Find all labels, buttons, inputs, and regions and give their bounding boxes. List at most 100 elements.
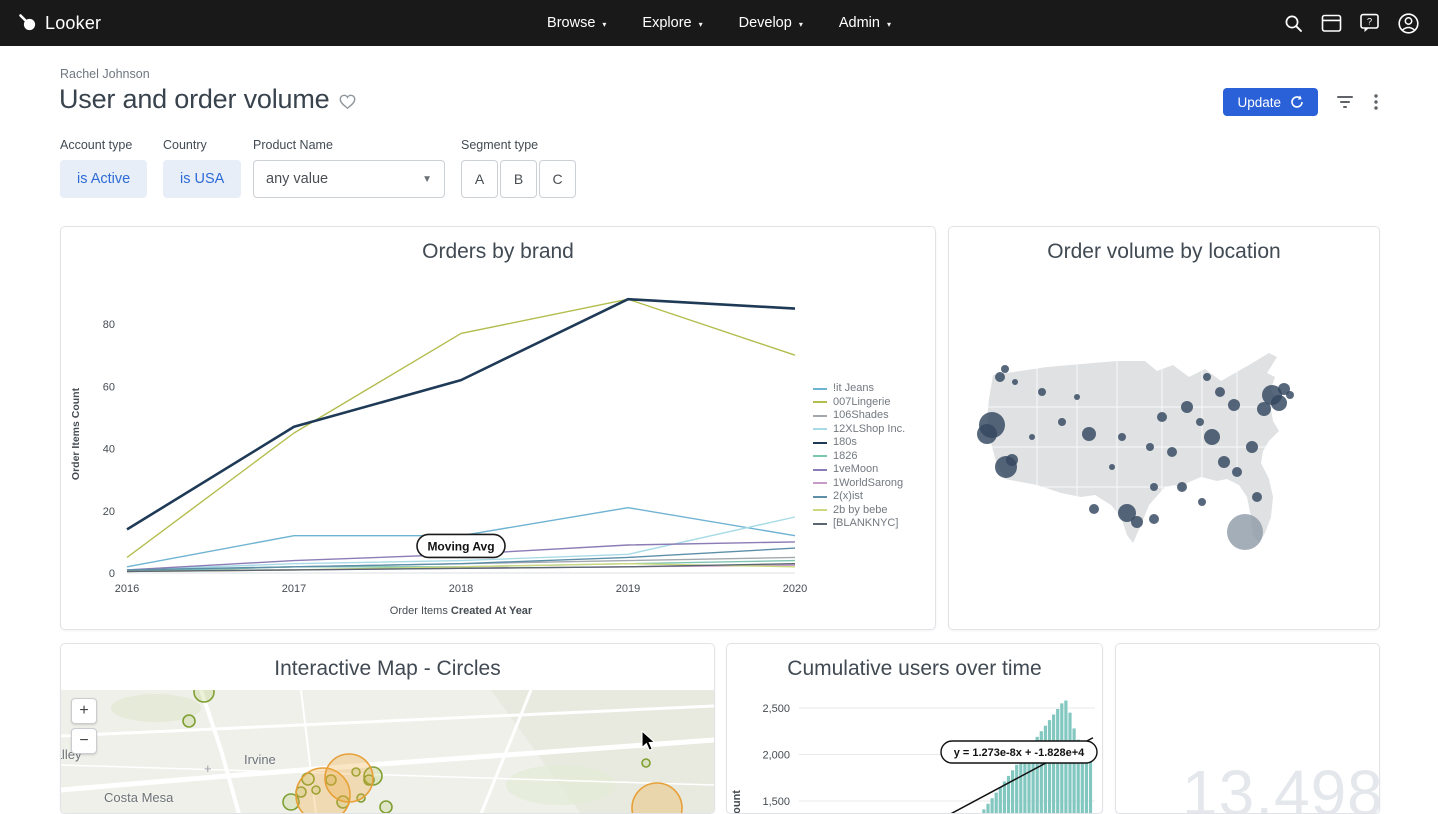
nav-item-browse[interactable]: Browse ▾ xyxy=(547,15,606,31)
series-line-2-x-ist[interactable] xyxy=(126,547,796,571)
location-bubble[interactable] xyxy=(1109,464,1115,470)
location-bubble[interactable] xyxy=(1228,399,1240,411)
location-bubble[interactable] xyxy=(1286,391,1294,399)
series-line-blanknyc[interactable] xyxy=(126,562,796,573)
bar[interactable] xyxy=(1088,753,1093,814)
location-bubble[interactable] xyxy=(1131,516,1143,528)
segment-button-a[interactable]: A xyxy=(461,160,498,198)
map-data-circle-green[interactable] xyxy=(282,793,300,811)
bar[interactable] xyxy=(1084,750,1088,814)
looker-brand[interactable]: Looker xyxy=(18,13,101,34)
bar[interactable] xyxy=(1031,742,1035,814)
location-bubble[interactable] xyxy=(1215,387,1225,397)
map-data-circle-green[interactable] xyxy=(325,774,337,786)
legend-item-180s[interactable]: 180s xyxy=(813,437,931,448)
series-line-180s[interactable] xyxy=(126,297,796,531)
location-bubble[interactable] xyxy=(1038,388,1046,396)
bar[interactable] xyxy=(1072,728,1076,814)
bar[interactable] xyxy=(1043,725,1047,814)
filter-chip-country[interactable]: is USA xyxy=(163,160,242,198)
legend-item-007lingerie[interactable]: 007Lingerie xyxy=(813,396,931,408)
map-data-circle-green[interactable] xyxy=(641,758,651,768)
bar[interactable] xyxy=(1006,775,1011,814)
bar[interactable] xyxy=(1019,759,1023,814)
favorite-heart-icon[interactable] xyxy=(339,94,356,110)
bar[interactable] xyxy=(1027,747,1031,814)
search-icon[interactable] xyxy=(1283,13,1304,34)
dashboard-filters-icon[interactable] xyxy=(1334,93,1356,111)
segment-button-c[interactable]: C xyxy=(539,160,576,198)
legend-item-1vemoon[interactable]: 1veMoon xyxy=(813,464,931,475)
segment-button-b[interactable]: B xyxy=(500,160,537,198)
location-bubble[interactable] xyxy=(1196,418,1204,426)
map-data-circle-orange[interactable] xyxy=(324,753,374,803)
location-bubble[interactable] xyxy=(1029,434,1035,440)
legend-item-it-jeans[interactable]: !it Jeans xyxy=(813,383,931,394)
bar[interactable] xyxy=(994,792,998,814)
product-name-dropdown[interactable]: any value ▼ xyxy=(253,160,445,198)
location-bubble[interactable] xyxy=(1006,454,1018,466)
location-bubble[interactable] xyxy=(1167,447,1177,457)
map-data-circle-green[interactable] xyxy=(311,785,321,795)
dashboards-icon[interactable] xyxy=(1321,14,1342,33)
nav-item-explore[interactable]: Explore ▾ xyxy=(642,15,702,31)
legend-item-106shades[interactable]: 106Shades xyxy=(813,410,931,421)
location-bubble[interactable] xyxy=(1177,482,1187,492)
interactive-map[interactable]: Irvine Costa Mesa Valley + + − xyxy=(61,690,714,814)
map-data-circle-orange[interactable] xyxy=(631,782,683,814)
location-bubble[interactable] xyxy=(1074,394,1080,400)
location-bubble[interactable] xyxy=(1198,498,1206,506)
map-data-circle-orange[interactable] xyxy=(295,767,351,814)
bar[interactable] xyxy=(1076,739,1080,814)
map-data-circle-green[interactable] xyxy=(182,714,196,728)
location-bubble[interactable] xyxy=(1246,441,1258,453)
location-bubble[interactable] xyxy=(1012,379,1018,385)
bar[interactable] xyxy=(982,809,986,814)
map-data-circle-green[interactable] xyxy=(363,774,375,786)
filter-chip-account-type[interactable]: is Active xyxy=(60,160,148,198)
map-data-circle-green[interactable] xyxy=(351,767,361,777)
bar[interactable] xyxy=(1011,770,1015,814)
legend-item-2-x-ist[interactable]: 2(x)ist xyxy=(813,491,931,502)
kebab-menu-icon[interactable] xyxy=(1372,92,1380,112)
location-bubble[interactable] xyxy=(995,372,1005,382)
location-bubble[interactable] xyxy=(1082,427,1096,441)
bar[interactable] xyxy=(1035,736,1039,814)
location-bubble[interactable] xyxy=(1252,492,1262,502)
help-icon[interactable]: ? xyxy=(1359,13,1380,33)
location-bubble[interactable] xyxy=(1204,429,1220,445)
location-bubble[interactable] xyxy=(1058,418,1066,426)
location-bubble[interactable] xyxy=(1218,456,1230,468)
bar[interactable] xyxy=(1039,731,1043,814)
update-button[interactable]: Update xyxy=(1223,88,1318,116)
bar[interactable] xyxy=(1002,781,1006,814)
bar[interactable] xyxy=(1047,720,1052,814)
account-icon[interactable] xyxy=(1397,12,1420,35)
legend-item-1826[interactable]: 1826 xyxy=(813,450,931,462)
bar[interactable] xyxy=(1023,753,1027,814)
legend-item-2b-by-bebe[interactable]: 2b by bebe xyxy=(813,504,931,516)
location-bubble[interactable] xyxy=(1271,395,1287,411)
breadcrumb[interactable]: Rachel Johnson xyxy=(60,67,150,81)
legend-item-blanknyc[interactable]: [BLANKNYC] xyxy=(813,518,931,529)
location-bubble[interactable] xyxy=(1232,467,1242,477)
bar[interactable] xyxy=(1052,714,1056,814)
bar[interactable] xyxy=(1015,764,1019,814)
bar[interactable] xyxy=(990,798,994,814)
legend-item-1worldsarong[interactable]: 1WorldSarong xyxy=(813,477,931,489)
location-bubble[interactable] xyxy=(1149,514,1159,524)
location-bubble[interactable] xyxy=(1089,504,1099,514)
nav-item-admin[interactable]: Admin ▾ xyxy=(839,15,891,31)
location-bubble[interactable] xyxy=(1150,483,1158,491)
bar[interactable] xyxy=(998,787,1002,814)
location-bubble[interactable] xyxy=(1227,514,1263,550)
zoom-out-button[interactable]: − xyxy=(71,728,97,754)
bar[interactable] xyxy=(986,803,990,814)
location-bubble[interactable] xyxy=(1157,412,1167,422)
zoom-in-button[interactable]: + xyxy=(71,698,97,724)
location-bubble[interactable] xyxy=(1001,365,1009,373)
series-line-007lingerie[interactable] xyxy=(126,298,796,559)
location-bubble[interactable] xyxy=(1146,443,1154,451)
nav-item-develop[interactable]: Develop ▾ xyxy=(739,15,803,31)
series-line-12xlshop-inc[interactable] xyxy=(126,516,796,571)
